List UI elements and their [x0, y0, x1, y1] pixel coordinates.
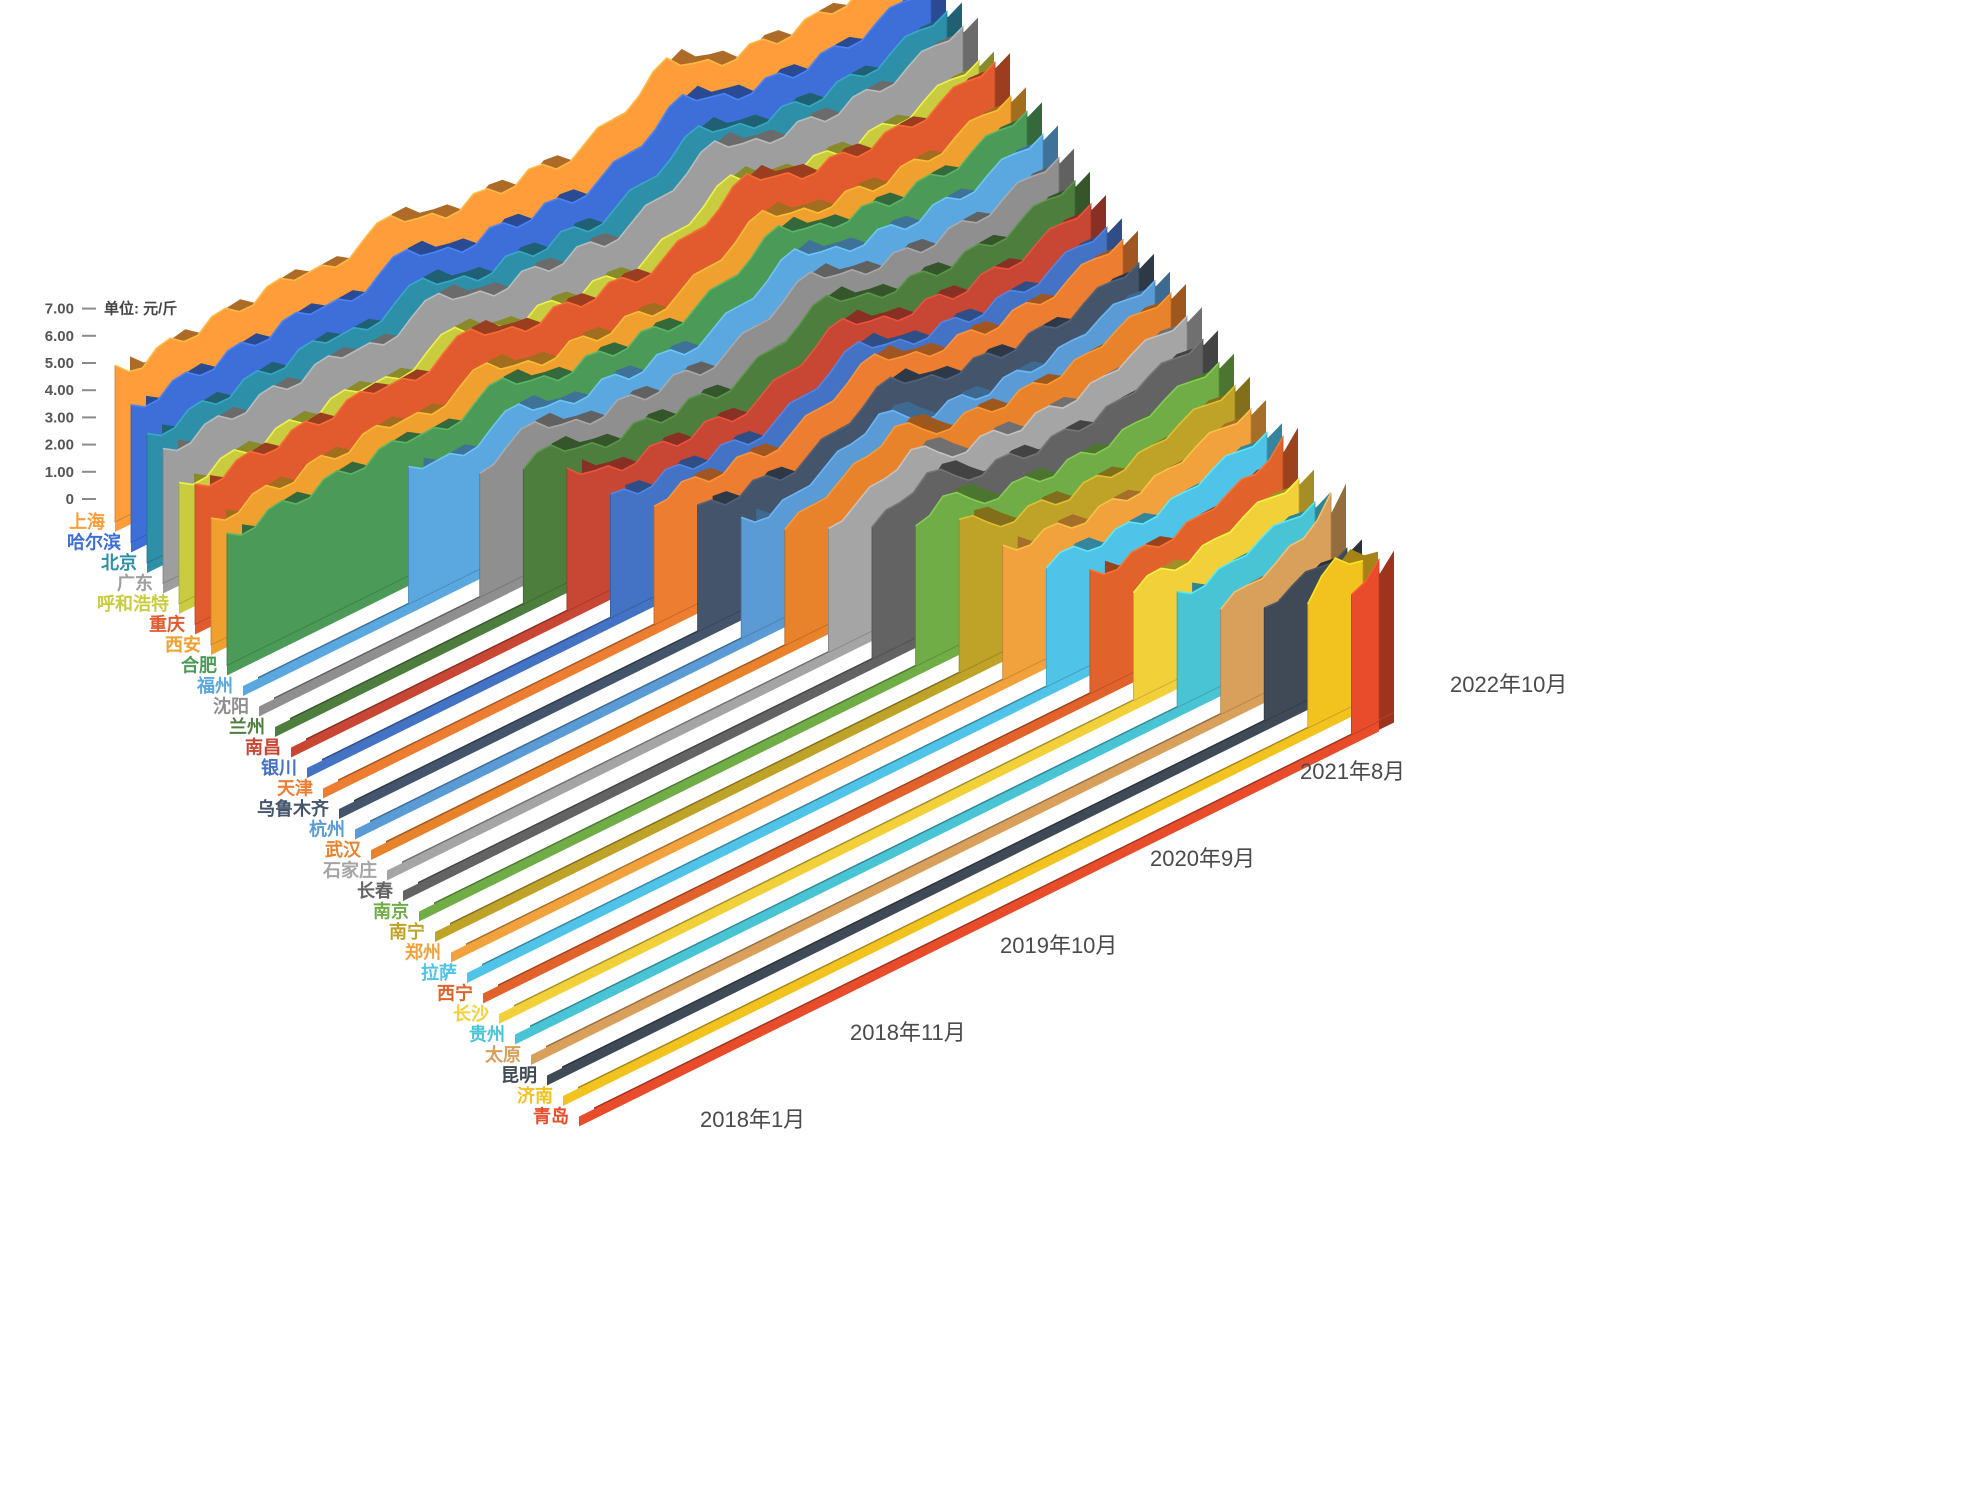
series-area-highlight — [1176, 501, 1316, 595]
legend-label-18: 长春 — [357, 880, 394, 901]
legend-label-20: 南宁 — [389, 921, 425, 942]
series-area-highlight — [162, 25, 964, 452]
x-axis: 2018年1月 2018年11月 2019年10月 2020年9月 2021年8月 202… — [700, 672, 1567, 1132]
series-area-highlight — [610, 226, 1108, 495]
legend-label-22: 拉萨 — [421, 962, 457, 983]
series-area-highlight — [522, 180, 1076, 470]
x-axis-date-label: 2021年8月 — [1300, 759, 1405, 784]
legend-label-7: 合肥 — [181, 655, 217, 676]
series-area-highlight — [697, 262, 1140, 506]
series-area-highlight — [114, 0, 853, 373]
x-axis-date-label: 2020年9月 — [1150, 846, 1255, 871]
series-ribbon — [579, 721, 1379, 1127]
y-axis-label: 3.00 — [45, 409, 74, 426]
series-ribbon — [483, 598, 1283, 1004]
legend-label-23: 西宁 — [437, 983, 473, 1004]
legend-label-24: 长沙 — [453, 1004, 489, 1024]
series-area-highlight — [740, 280, 1156, 523]
y-axis: 7.00 6.00 5.00 4.00 3.00 2.00 1.00 0 单位: 元/斤 — [45, 300, 178, 508]
legend-label-2: 北京 — [101, 552, 137, 573]
legend-label-12: 银川 — [261, 757, 297, 778]
series-area-highlight — [130, 0, 912, 408]
legend-label-17: 石家庄 — [322, 860, 377, 881]
legend-label-27: 昆明 — [501, 1066, 537, 1086]
series-area-highlight — [1307, 557, 1364, 605]
series-area-highlight — [958, 385, 1236, 528]
legend-label-9: 沈阳 — [213, 696, 249, 717]
series-area-highlight — [226, 110, 1028, 537]
series-area-highlight — [871, 338, 1204, 528]
x-axis-date-label: 2022年10月 — [1450, 672, 1567, 697]
series-area-highlight — [1089, 436, 1284, 576]
series-area-highlight — [1045, 431, 1268, 569]
legend-label-1: 哈尔滨 — [67, 532, 121, 553]
y-axis-label: 7.00 — [45, 301, 74, 318]
y-axis-label: 4.00 — [45, 382, 74, 399]
series-ribbon — [515, 639, 1315, 1045]
series-area-highlight — [566, 203, 1092, 476]
legend-label-5: 重庆 — [149, 614, 185, 635]
x-axis-date-label: 2018年11月 — [850, 1020, 966, 1045]
series-area-highlight — [146, 10, 948, 437]
series-area-highlight — [828, 315, 1188, 530]
x-axis-date-label: 2018年1月 — [700, 1107, 805, 1132]
series-area-highlight — [915, 362, 1220, 527]
legend-label-25: 贵州 — [469, 1025, 505, 1045]
legend-label-11: 南昌 — [245, 737, 281, 758]
series-area-highlight — [1350, 559, 1380, 596]
y-axis-label: 2.00 — [45, 437, 74, 454]
legend-label-10: 兰州 — [229, 716, 265, 737]
axis-unit-label: 单位: 元/斤 — [104, 300, 177, 318]
legend-label-4: 呼和浩特 — [97, 593, 169, 614]
series-ribbon — [531, 660, 1331, 1065]
legend-label-29: 青岛 — [533, 1106, 569, 1127]
legend-label-28: 济南 — [517, 1085, 553, 1106]
series-ribbon — [563, 701, 1363, 1106]
series-area-highlight — [653, 239, 1124, 508]
series-ribbon — [467, 578, 1267, 983]
series-area-highlight — [479, 157, 1060, 474]
series-area-highlight — [1002, 408, 1252, 551]
legend-label-15: 杭州 — [309, 819, 345, 840]
legend-label-6: 西安 — [165, 634, 201, 655]
legend-label-0: 上海 — [69, 511, 105, 532]
series-ribbon — [547, 680, 1347, 1086]
series-area-highlight — [1220, 492, 1332, 610]
x-axis-date-label: 2019年10月 — [1000, 933, 1117, 958]
y-axis-label: 6.00 — [45, 328, 74, 345]
series-area-highlight — [784, 292, 1172, 531]
y-axis-label: 5.00 — [45, 355, 74, 372]
series-area-highlight — [408, 133, 1044, 470]
series-ribbon — [499, 619, 1299, 1024]
legend-label-16: 武汉 — [325, 840, 362, 860]
legend: 上海哈尔滨北京广东呼和浩特重庆西安合肥福州沈阳兰州南昌银川天津乌鲁木齐杭州武汉石… — [67, 511, 569, 1127]
series-group-29 — [579, 550, 1394, 1127]
series-area-highlight — [194, 61, 996, 488]
legend-label-3: 广东 — [117, 573, 153, 594]
legend-label-19: 南京 — [373, 901, 409, 922]
legend-label-14: 乌鲁木齐 — [257, 798, 330, 819]
series-area-highlight — [210, 95, 1012, 522]
legend-label-13: 天津 — [277, 778, 313, 799]
legend-label-26: 太原 — [485, 1044, 521, 1065]
legend-label-8: 福州 — [196, 675, 233, 696]
series-area-highlight — [1132, 478, 1300, 594]
y-axis-label: 1.00 — [45, 464, 74, 481]
legend-label-21: 郑州 — [405, 942, 441, 963]
y-axis-label: 0 — [66, 491, 74, 508]
